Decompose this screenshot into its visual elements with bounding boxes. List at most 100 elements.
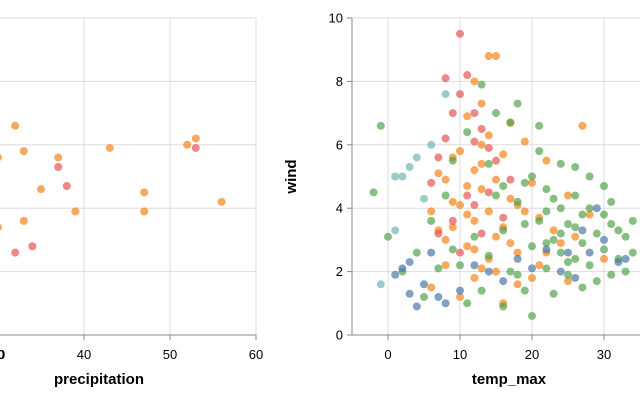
x-axis-title: temp_max [472, 371, 547, 388]
data-point-sun [470, 245, 479, 254]
data-point-snow [600, 245, 608, 254]
data-point-sun [513, 280, 522, 289]
data-point-snow [549, 194, 558, 203]
data-point-snow [376, 121, 385, 130]
data-point-rain [11, 248, 20, 257]
data-point-snow [513, 270, 522, 279]
data-point-fog [470, 261, 479, 270]
data-point-sun [564, 277, 572, 286]
x-tick-label: 10 [453, 347, 467, 362]
data-point-drizzle [376, 280, 385, 289]
data-point-rain [463, 71, 472, 80]
data-point-snow [556, 204, 565, 213]
data-point-rain [54, 162, 63, 171]
data-point-snow [535, 147, 544, 156]
data-point-rain [434, 153, 443, 162]
temp-max-wind-panel: 0 10 20 30 0 2 4 6 8 10 temp_max wind [283, 11, 640, 388]
data-point-sun [578, 121, 587, 130]
data-point-snow [571, 223, 580, 232]
data-point-snow [542, 264, 551, 273]
data-point-rain [506, 175, 515, 184]
data-point-sun [492, 52, 500, 61]
data-point-rain [492, 156, 500, 165]
data-point-sun [506, 239, 515, 248]
data-point-fog [621, 254, 630, 263]
data-point-sun [434, 169, 443, 178]
y-tick-label: 2 [336, 264, 343, 279]
data-point-snow [499, 302, 508, 311]
data-point-sun [217, 197, 226, 206]
data-point-fog [405, 258, 414, 267]
data-point-snow [463, 128, 472, 137]
data-point-snow [556, 229, 565, 238]
data-point-fog [585, 248, 594, 257]
data-point-snow [470, 232, 479, 241]
data-point-sun [140, 188, 149, 197]
data-point-sun [105, 143, 114, 152]
data-point-snow [556, 248, 565, 257]
data-point-sun [477, 99, 486, 108]
data-point-snow [484, 159, 493, 168]
data-point-drizzle [420, 194, 428, 203]
data-point-drizzle [412, 153, 421, 162]
data-point-sun [140, 207, 149, 216]
data-point-snow [542, 239, 551, 248]
data-point-sun [520, 207, 529, 216]
data-point-fog [412, 302, 421, 311]
data-point-drizzle [405, 162, 414, 171]
data-point-rain [470, 201, 479, 210]
data-point-snow [499, 182, 508, 191]
data-point-fog [456, 286, 464, 295]
data-point-drizzle [391, 172, 400, 181]
data-point-snow [484, 251, 493, 260]
data-point-snow [607, 197, 616, 206]
data-point-fog [556, 267, 565, 276]
data-point-sun [427, 283, 436, 292]
data-point-snow [592, 229, 601, 238]
data-point-snow [564, 220, 572, 229]
data-point-snow [549, 289, 558, 298]
data-point-snow [528, 172, 536, 181]
data-point-snow [535, 216, 544, 225]
data-point-sun [556, 239, 565, 248]
data-point-rain [484, 143, 493, 152]
data-point-sun [19, 147, 28, 156]
data-point-snow [456, 261, 464, 270]
data-point-sun [528, 178, 536, 187]
data-point-snow [434, 264, 443, 273]
data-point-rain [470, 109, 479, 118]
data-point-snow [571, 162, 580, 171]
x-tick-label: 40 [77, 347, 91, 362]
x-tick-label: 0 [384, 347, 391, 362]
data-point-fog [420, 280, 428, 289]
data-point-sun [456, 147, 464, 156]
data-point-snow [369, 188, 378, 197]
data-point-snow [520, 286, 529, 295]
data-point-snow [628, 248, 637, 257]
x-axis-title: precipitation [54, 371, 144, 388]
data-point-snow [513, 197, 522, 206]
data-point-sun [513, 248, 522, 257]
data-point-sun [183, 140, 192, 149]
data-point-rain [62, 182, 71, 191]
data-point-snow [556, 159, 565, 168]
data-point-sun [448, 223, 457, 232]
data-point-snow [621, 232, 630, 241]
data-point-fog [571, 273, 580, 282]
x-tick-label: 30 [597, 347, 611, 362]
y-tick-label: 6 [336, 137, 343, 152]
data-point-snow [600, 182, 608, 191]
data-point-fog [578, 226, 587, 235]
data-point-snow [506, 118, 515, 127]
data-point-snow [427, 216, 436, 225]
data-point-snow [420, 292, 428, 301]
data-point-snow [477, 286, 486, 295]
data-point-sun [484, 131, 493, 140]
data-point-sun [71, 207, 80, 216]
data-point-sun [528, 273, 536, 282]
data-point-sun [535, 261, 544, 270]
y-tick-label: 8 [336, 74, 343, 89]
data-point-sun [19, 216, 28, 225]
data-point-rain [434, 229, 443, 238]
data-point-sun [191, 134, 200, 143]
